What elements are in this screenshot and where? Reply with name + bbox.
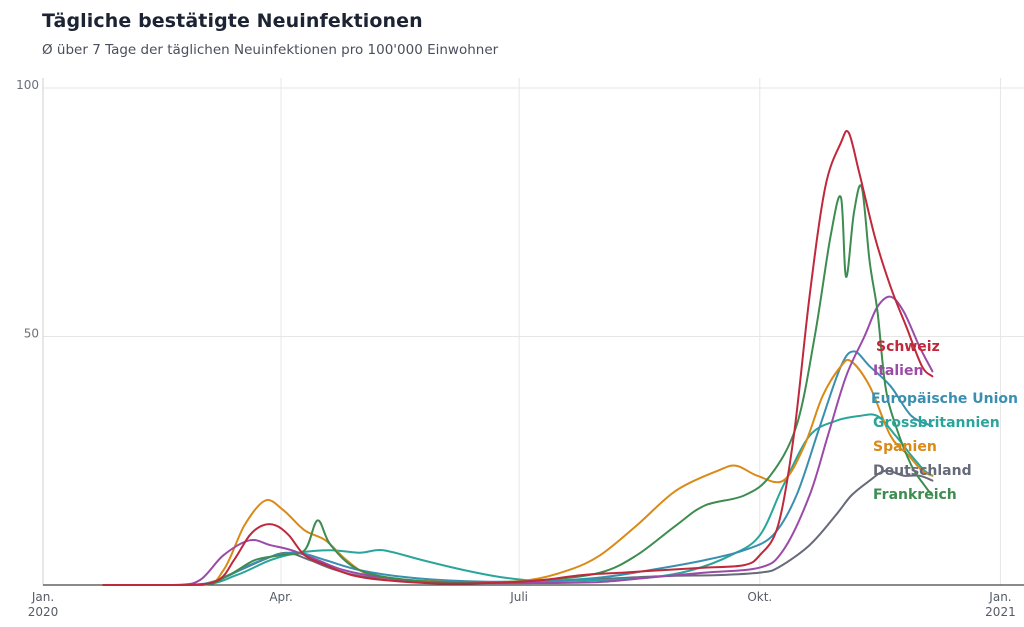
x-tick-label: Apr. [269,590,292,604]
x-tick-label: Jan. [31,590,54,604]
chart-subtitle: Ø über 7 Tage der täglichen Neuinfektion… [42,42,499,58]
series-line-italien [102,295,934,586]
series-line-schweiz [102,129,934,587]
x-tick-label: Juli [509,590,528,604]
y-tick-label: 50 [24,327,39,341]
series-labels: Schweiz Italien Europäische Union Grossbrit… [871,339,1018,503]
grid-lines [42,78,1024,585]
x-tick-label: Jan. [988,590,1011,604]
chart-title: Tägliche bestätigte Neuinfektionen [42,10,423,32]
x-tick-year: 2021 [985,605,1016,619]
series-lines [102,129,934,587]
series-line-deutschland [102,469,934,587]
series-label-europ-ische-union: Europäische Union [871,391,1018,407]
series-label-schweiz: Schweiz [876,339,940,355]
series-label-spanien: Spanien [873,439,937,455]
x-tick-label: Okt. [747,590,772,604]
series-label-grossbritannien: Grossbritannien [873,415,1000,431]
series-label-frankreich: Frankreich [873,487,957,503]
x-tick-year: 2020 [28,605,59,619]
series-line-frankreich [102,184,934,587]
series-line-europ-ische-union [102,350,934,587]
y-tick-label: 100 [16,78,39,92]
series-label-italien: Italien [873,363,923,379]
series-label-deutschland: Deutschland [873,463,972,479]
